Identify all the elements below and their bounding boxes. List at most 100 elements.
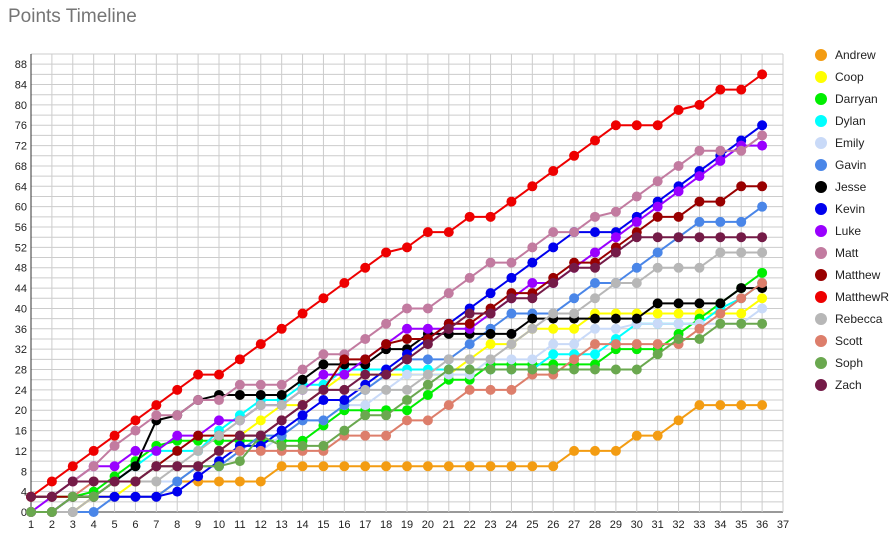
y-tick-label: 84 [15,80,27,92]
data-point [590,136,600,146]
data-point [486,365,496,375]
legend-marker [815,71,827,83]
x-tick-label: 31 [652,519,664,531]
data-point [256,476,266,486]
data-point [548,349,558,359]
data-point [130,415,140,425]
data-point [757,293,767,303]
data-point [527,242,537,252]
data-point [569,324,579,334]
data-point [757,181,767,191]
data-point [736,319,746,329]
data-point [736,146,746,156]
x-tick-label: 25 [526,519,538,531]
x-tick-label: 14 [296,519,308,531]
data-point [47,507,57,517]
data-point [611,446,621,456]
data-point [423,354,433,364]
legend-item: Jesse [815,180,867,194]
data-point [527,181,537,191]
data-point [486,258,496,268]
y-tick-label: 68 [15,161,27,173]
series-group [26,69,767,517]
x-tick-label: 15 [317,519,329,531]
data-point [653,339,663,349]
data-point [465,461,475,471]
data-point [89,476,99,486]
data-point [423,324,433,334]
data-point [465,309,475,319]
data-point [569,293,579,303]
data-point [653,298,663,308]
data-point [256,380,266,390]
legend-label: Emily [835,136,864,150]
data-point [506,258,516,268]
data-point [694,400,704,410]
data-point [590,324,600,334]
legend-marker [815,379,827,391]
legend-marker [815,269,827,281]
x-tick-label: 10 [213,519,225,531]
data-point [527,461,537,471]
data-point [715,217,725,227]
data-point [757,247,767,257]
y-tick-label: 48 [15,263,27,275]
data-point [653,349,663,359]
legend: AndrewCoopDarryanDylanEmilyGavinJesseKev… [815,48,889,392]
legend-item: Soph [815,356,863,370]
series-line-coop [31,298,762,512]
y-tick-label: 24 [15,385,27,397]
data-point [402,324,412,334]
data-point [653,431,663,441]
data-point [757,278,767,288]
data-point [298,309,308,319]
grid [31,54,783,512]
data-point [527,365,537,375]
legend-marker [815,291,827,303]
data-point [506,354,516,364]
legend-label: Andrew [835,48,876,62]
data-point [193,461,203,471]
data-point [674,105,684,115]
data-point [757,268,767,278]
data-point [130,446,140,456]
x-tick-label: 2 [49,519,55,531]
data-point [339,354,349,364]
data-point [423,370,433,380]
x-tick-label: 30 [631,519,643,531]
data-point [423,303,433,313]
data-point [277,400,287,410]
data-point [89,446,99,456]
data-point [465,385,475,395]
y-tick-label: 8 [21,466,27,478]
data-point [632,191,642,201]
data-point [235,354,245,364]
data-point [715,309,725,319]
data-point [506,339,516,349]
legend-label: Scott [835,334,863,348]
data-point [130,426,140,436]
data-point [506,365,516,375]
x-tick-label: 11 [234,519,245,531]
data-point [339,370,349,380]
data-point [632,120,642,130]
y-tick-label: 52 [15,242,27,254]
data-point [715,400,725,410]
data-point [674,309,684,319]
legend-label: Dylan [835,114,866,128]
data-point [193,395,203,405]
data-point [569,227,579,237]
data-point [339,426,349,436]
data-point [611,365,621,375]
legend-item: Andrew [815,48,876,62]
data-point [611,232,621,242]
data-point [298,375,308,385]
data-point [590,247,600,257]
data-point [172,487,182,497]
data-point [298,461,308,471]
data-point [214,395,224,405]
data-point [506,329,516,339]
data-point [527,258,537,268]
data-point [548,324,558,334]
data-point [736,247,746,257]
